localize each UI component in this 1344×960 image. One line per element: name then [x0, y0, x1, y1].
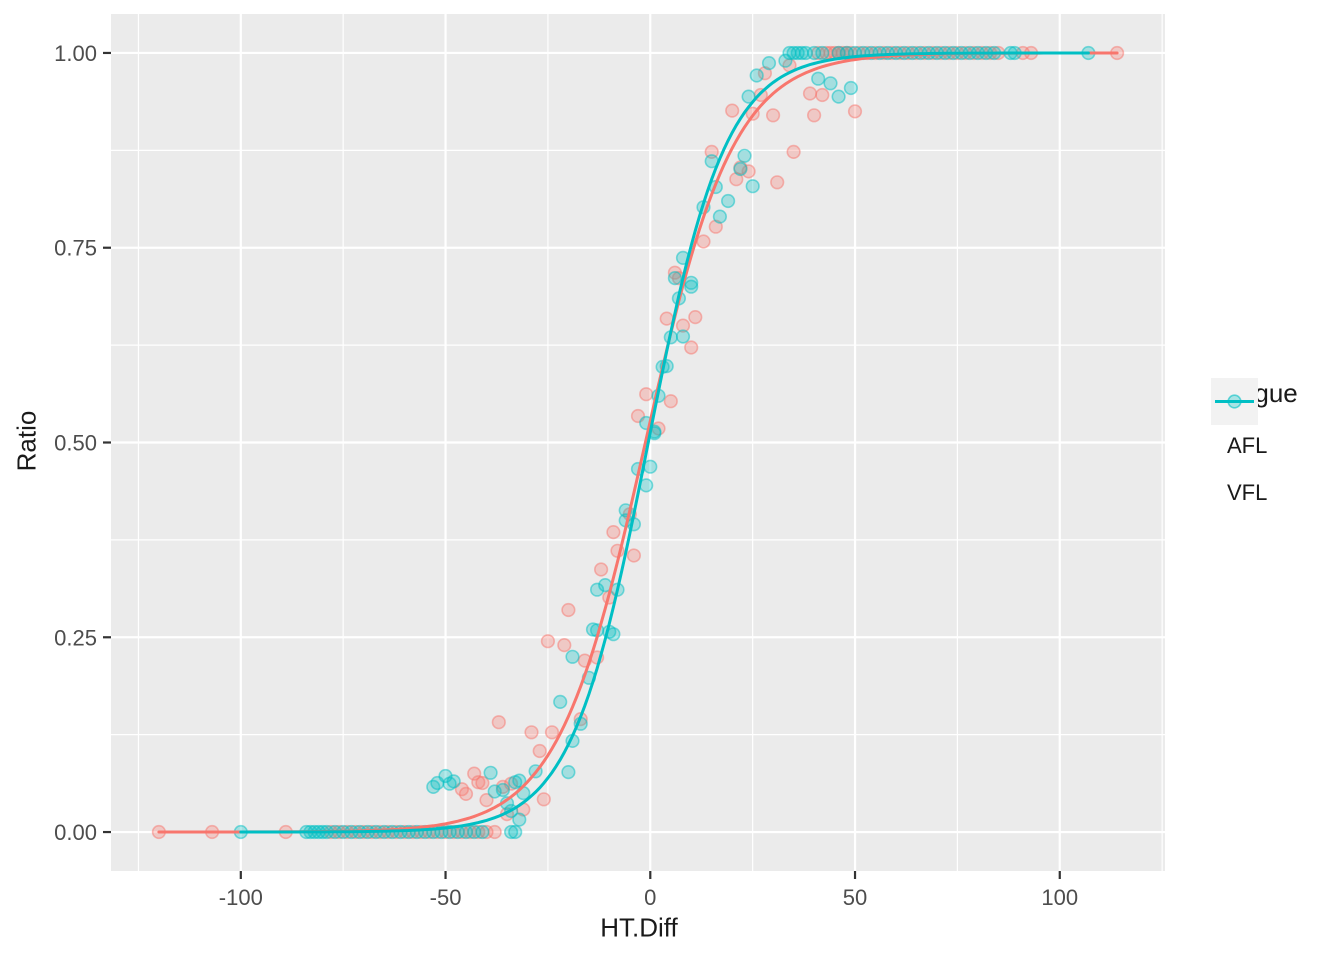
scatter-point-afl	[675, 318, 691, 333]
scatter-point-vfl	[475, 824, 490, 840]
legend: League AFL VFL	[1211, 378, 1298, 516]
scatter-point-afl	[696, 234, 711, 249]
scatter-point-afl	[524, 725, 539, 740]
scatter-point-vfl	[749, 68, 764, 83]
scatter-point-afl	[557, 637, 572, 653]
scatter-point-vfl	[823, 76, 838, 91]
fit-curve-vfl	[239, 51, 1090, 834]
x-axis-title: HT.Diff	[600, 912, 678, 943]
scatter-point-vfl	[512, 773, 527, 788]
scatter-point-vfl	[561, 764, 576, 780]
scatter-point-afl	[475, 775, 490, 791]
scatter-point-afl	[458, 786, 474, 802]
scatter-point-vfl	[733, 161, 748, 177]
x-tick-label: -50	[430, 885, 462, 910]
scatter-point-vfl	[565, 649, 580, 664]
x-tick-label: 50	[843, 885, 867, 910]
y-tick-label: 1.00	[54, 41, 97, 66]
scatter-point-vfl	[446, 774, 461, 789]
scatter-point-vfl	[737, 148, 752, 163]
scatter-point-afl	[606, 524, 621, 540]
scatter-point-vfl	[512, 812, 527, 827]
scatter-point-vfl	[504, 824, 519, 840]
scatter-point-afl	[639, 387, 654, 402]
scatter-point-afl	[491, 715, 506, 730]
scatter-point-afl	[741, 164, 756, 179]
scatter-point-afl	[659, 311, 674, 326]
scatter-point-vfl	[712, 209, 728, 224]
scatter-point-vfl	[589, 582, 605, 597]
scatter-point-afl	[847, 104, 863, 119]
scatter-point-vfl	[761, 55, 777, 71]
legend-label-vfl: VFL	[1227, 479, 1268, 505]
scatter-point-vfl	[508, 824, 523, 840]
scatter-point-vfl	[667, 271, 683, 286]
scatter-point-vfl	[811, 71, 826, 86]
scatter-point-afl	[479, 792, 494, 808]
legend-item-afl: AFL	[1211, 378, 1298, 469]
scatter-point-afl	[765, 108, 781, 123]
scatter-point-afl	[688, 310, 703, 325]
scatter-point-vfl	[553, 694, 568, 710]
y-tick-label: 0.50	[54, 431, 97, 456]
scatter-point-afl	[532, 743, 547, 759]
legend-label-afl: AFL	[1227, 432, 1268, 458]
scatter-point-afl	[684, 340, 699, 355]
scatter-point-afl	[536, 792, 551, 807]
scatter-point-vfl	[483, 765, 498, 780]
scatter-point-vfl	[831, 89, 846, 104]
scatter-point-vfl	[741, 89, 756, 104]
scatter-point-vfl	[495, 782, 511, 798]
scatter-point-vfl	[684, 275, 699, 290]
scatter-point-afl	[725, 103, 740, 118]
y-tick-label: 0.75	[54, 236, 97, 261]
scatter-point-vfl	[815, 45, 830, 61]
x-tick-label: 0	[644, 885, 656, 910]
y-tick-label: 0.00	[54, 820, 97, 845]
scatter-point-afl	[815, 87, 830, 103]
scatter-point-vfl	[745, 179, 760, 194]
scatter-point-afl	[487, 824, 502, 840]
scatter-point-afl	[770, 175, 785, 190]
scatter-point-afl	[626, 548, 642, 563]
legend-key-vfl-icon	[1211, 378, 1258, 425]
scatter-point-vfl	[675, 329, 691, 344]
scatter-point-vfl	[643, 459, 658, 474]
scatter-point-vfl	[720, 193, 736, 209]
scatter-point-afl	[561, 602, 576, 618]
scatter-point-afl	[593, 562, 609, 577]
scatter-point-afl	[786, 144, 801, 159]
legend-item-vfl: VFL	[1211, 378, 1298, 516]
x-tick-label: -100	[219, 885, 263, 910]
scatter-point-afl	[663, 394, 678, 409]
scatter-point-afl	[802, 86, 818, 101]
scatter-point-afl	[544, 725, 560, 740]
scatter-point-afl	[540, 634, 556, 649]
x-tick-label: 100	[1041, 885, 1078, 910]
scatter-point-vfl	[684, 279, 699, 294]
scatter-point-afl	[806, 108, 822, 123]
y-axis-title: Ratio	[11, 410, 42, 472]
scatter-point-vfl	[843, 80, 859, 96]
y-tick-label: 0.25	[54, 625, 97, 650]
